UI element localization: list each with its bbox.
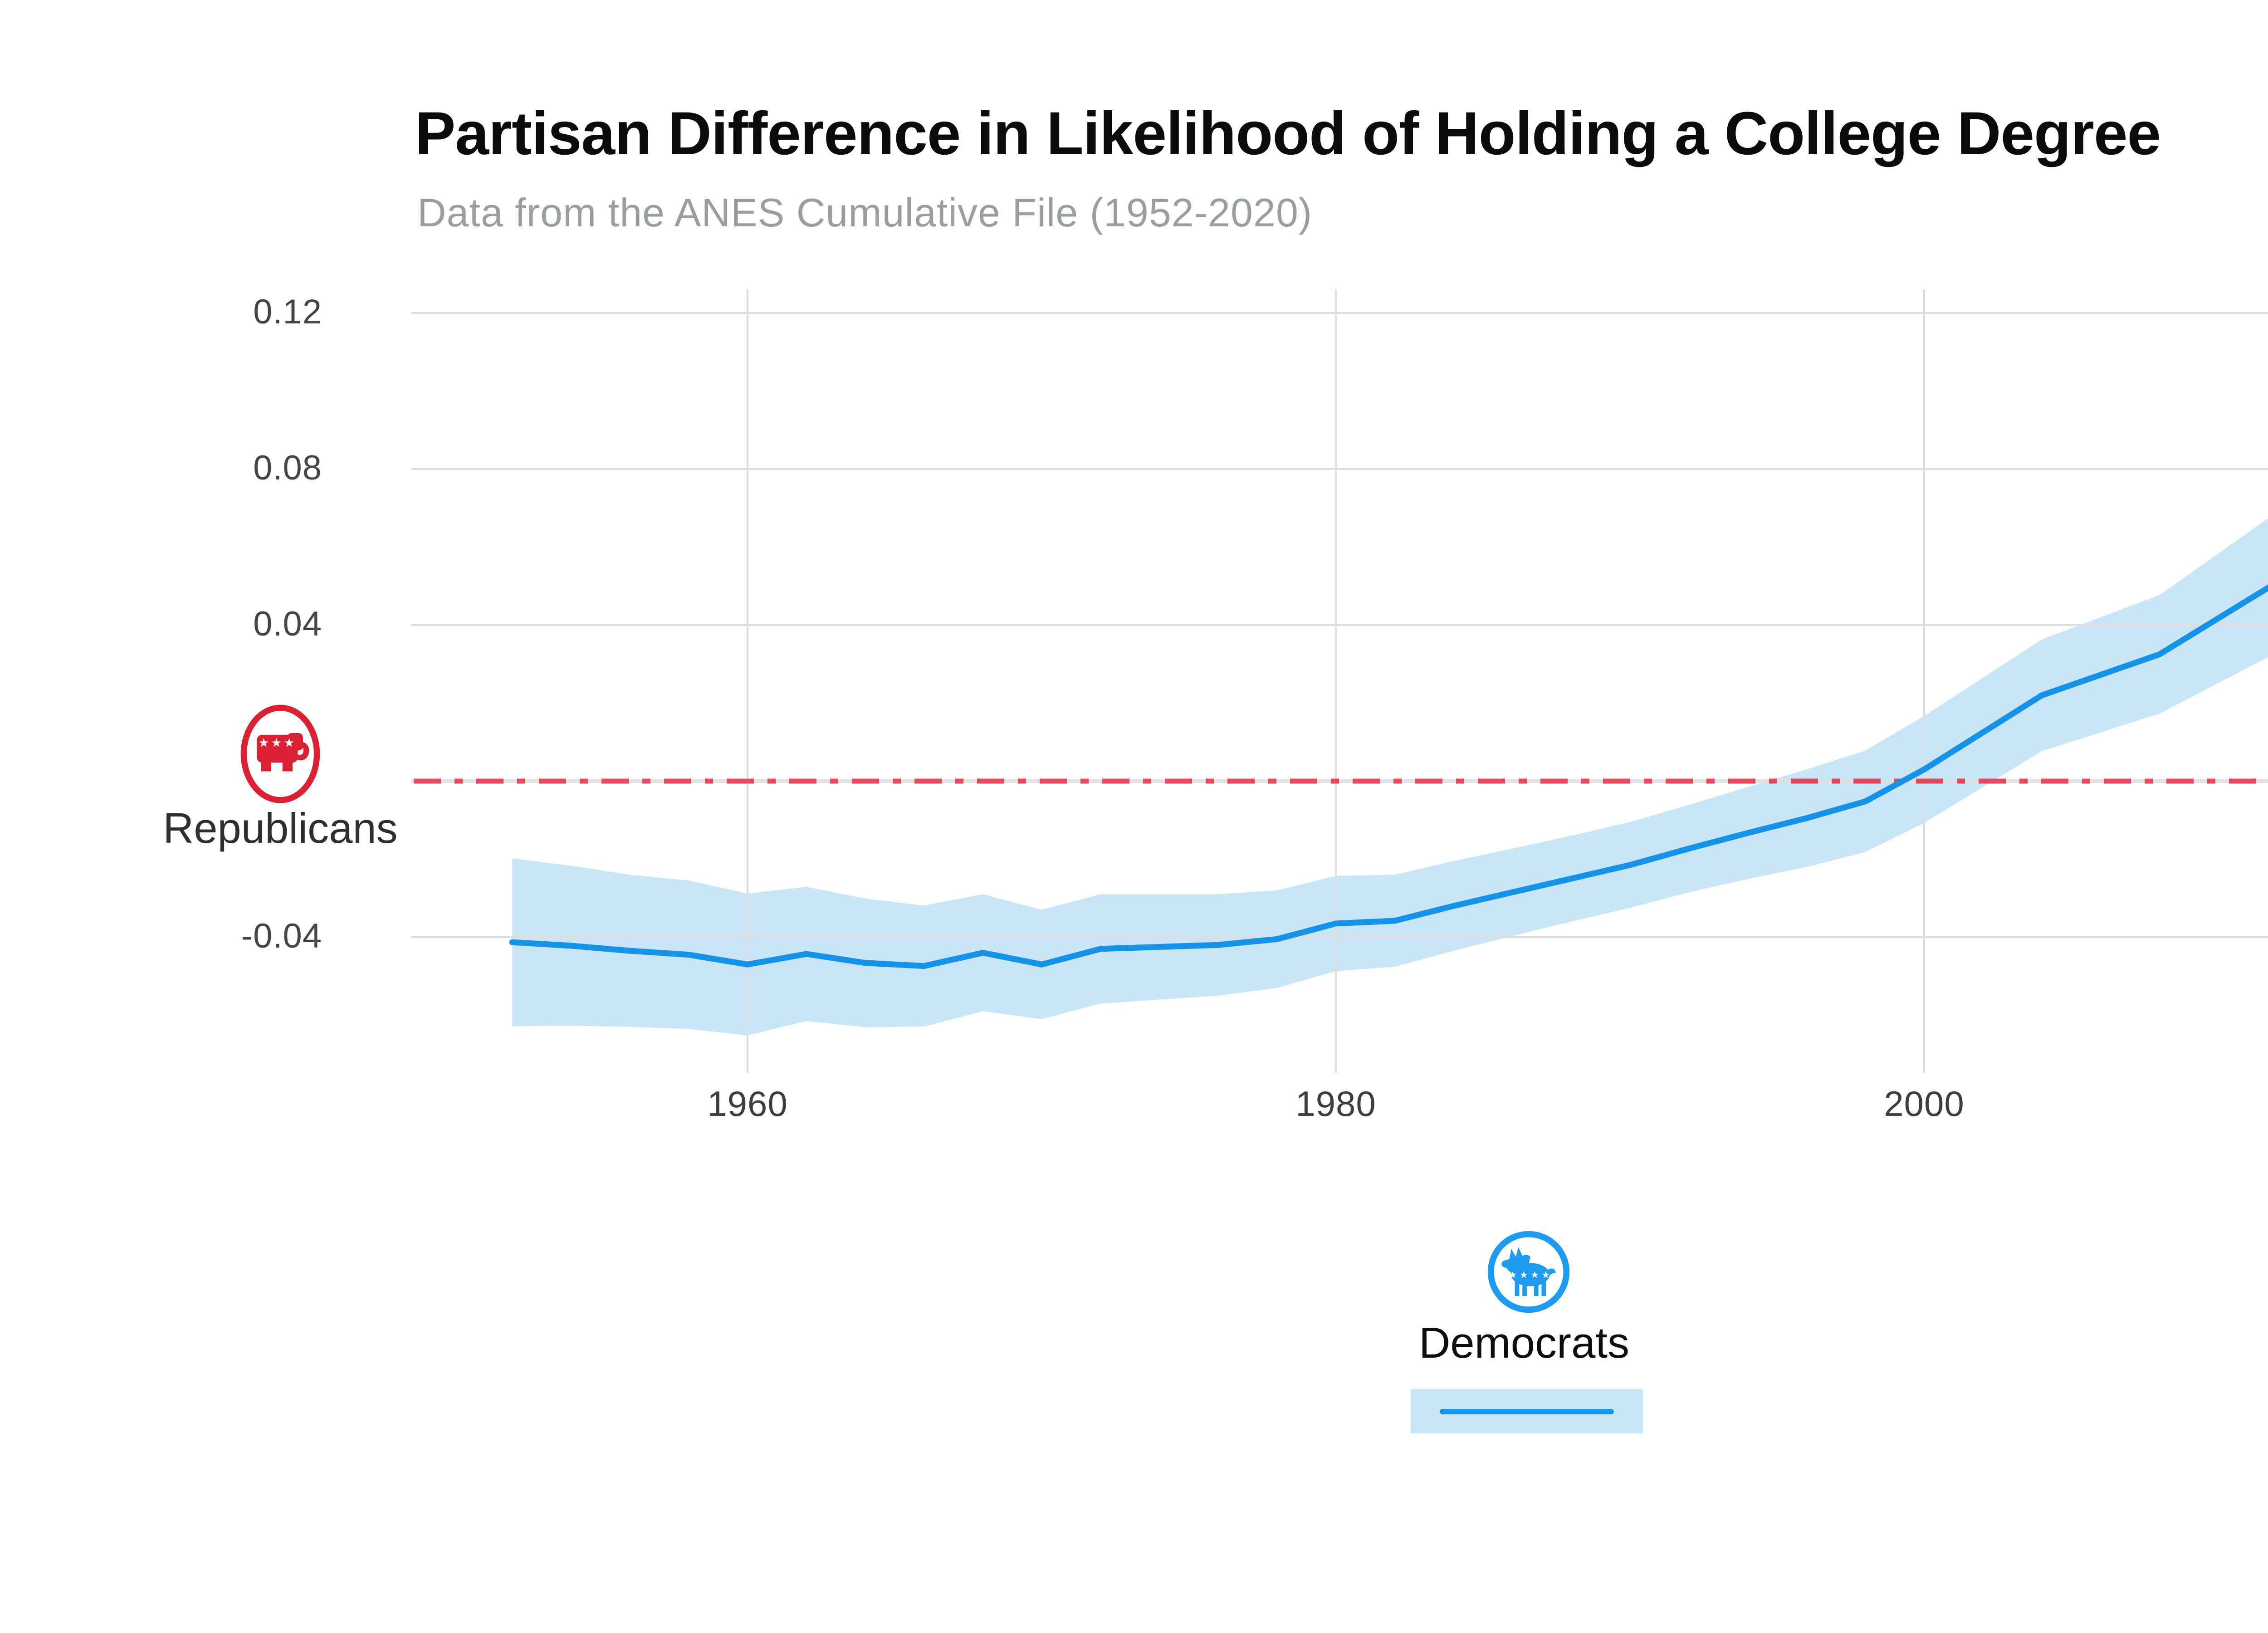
y-tick-label: 0.08 — [253, 449, 322, 487]
page-subtitle: Data from the ANES Cumulative File (1952… — [417, 190, 1313, 235]
y-tick-label: 0.12 — [253, 293, 322, 331]
legend-swatch — [1411, 1389, 1643, 1433]
trend-line — [509, 584, 2268, 969]
y-tick-label: 0.04 — [253, 605, 322, 643]
x-tick-label: 1980 — [1295, 1084, 1376, 1124]
page-title: Partisan Difference in Likelihood of Hol… — [415, 100, 2161, 167]
legend-line — [1440, 1409, 1614, 1414]
x-tick-label: 1960 — [707, 1084, 788, 1124]
x-tick-label: 2000 — [1884, 1084, 1965, 1124]
confidence-band — [512, 518, 2268, 1036]
democrats-label: Democrats — [1418, 1319, 1630, 1367]
credit-text: © Sakeef M. Karim — [2154, 1488, 2268, 1521]
y-tick-label: -0.04 — [241, 917, 322, 955]
republicans-label: Republicans — [163, 804, 398, 852]
